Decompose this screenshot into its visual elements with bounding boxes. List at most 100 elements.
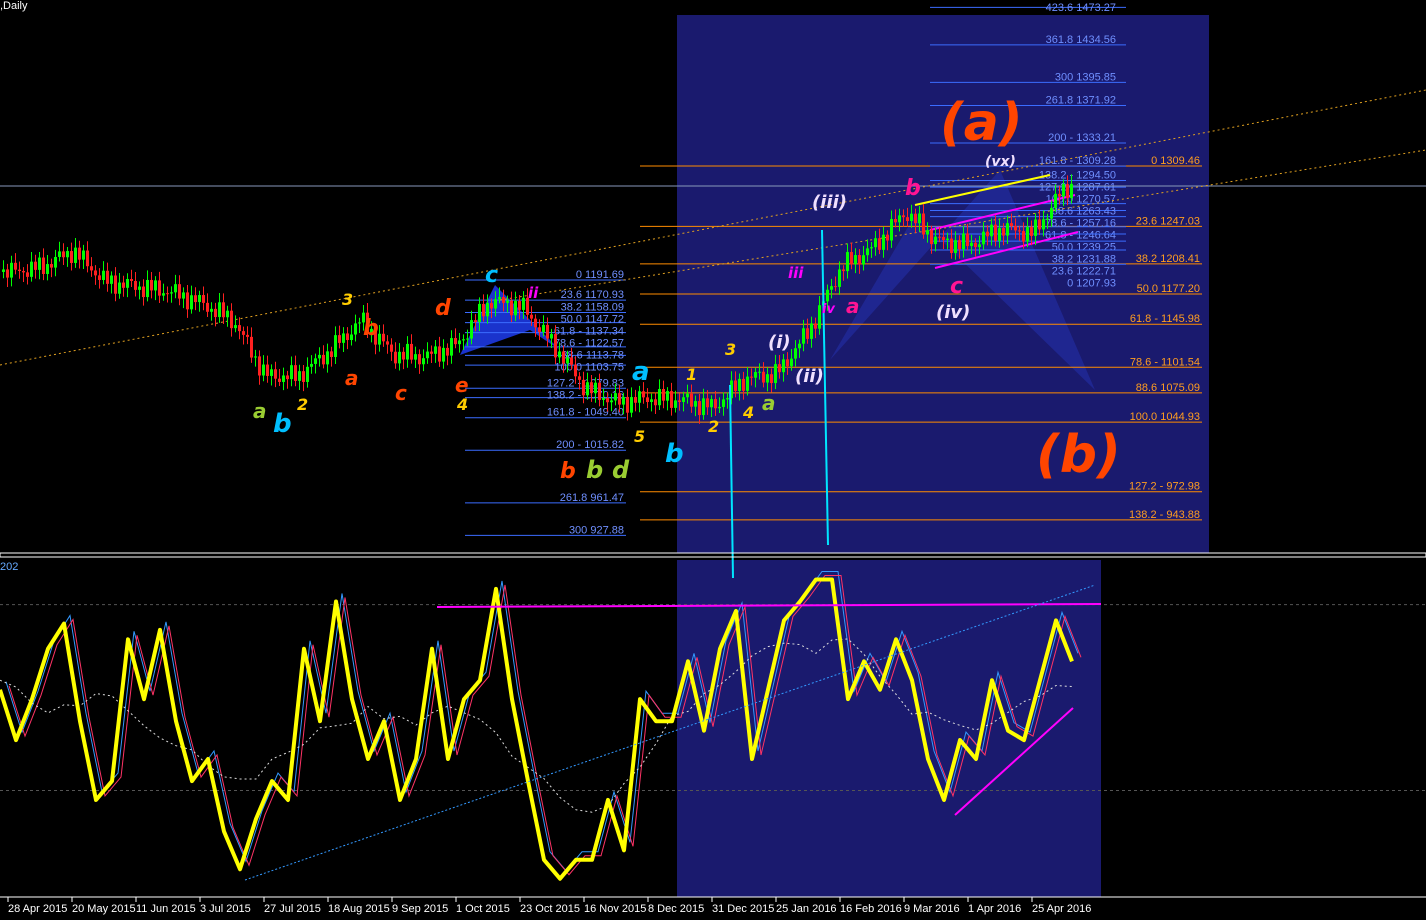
candle [418, 354, 421, 365]
candle [230, 310, 233, 329]
candle [986, 231, 989, 237]
candle [462, 339, 465, 341]
fib-right-label: 138.2 - 943.88 [1129, 509, 1200, 521]
candle [70, 251, 73, 263]
candle [550, 334, 553, 339]
candle [226, 310, 229, 318]
candle [126, 278, 129, 288]
candle [270, 369, 273, 376]
candle [518, 300, 521, 310]
candle [854, 255, 857, 265]
candle [530, 314, 533, 319]
candle [454, 338, 457, 345]
candle [1010, 223, 1013, 227]
candle [1006, 223, 1009, 236]
candle [886, 234, 889, 241]
candle [242, 331, 245, 335]
fib-inner-label: 23.6 1222.71 [1052, 265, 1116, 277]
candle [306, 366, 309, 382]
candle [786, 359, 789, 367]
fib-inner-label: 261.8 1371.92 [1046, 95, 1116, 107]
wave-label-iv: (iv) [936, 302, 970, 323]
fib-right-label: 0 1309.46 [1151, 155, 1200, 167]
candle [870, 247, 873, 249]
candle [362, 312, 365, 323]
candle [110, 275, 113, 284]
candle [966, 233, 969, 247]
candle [218, 302, 221, 318]
fib-left-label: 78.6 - 1122.57 [554, 338, 624, 350]
candle [374, 328, 377, 345]
candle [26, 272, 29, 277]
candle [778, 364, 781, 373]
candle [478, 303, 481, 323]
candle [46, 264, 49, 274]
osc-dotted-trend [244, 584, 1096, 881]
candle [102, 270, 105, 280]
candle [942, 236, 945, 240]
fib-right-label: 100.0 1044.93 [1130, 411, 1200, 423]
x-tick-label: 1 Oct 2015 [456, 903, 510, 915]
candle [806, 328, 809, 339]
candle [402, 351, 405, 360]
candle [638, 391, 641, 403]
candle [618, 393, 621, 405]
candle [414, 354, 417, 360]
candle [322, 354, 325, 365]
candle [346, 333, 349, 341]
candle [794, 348, 797, 359]
candle [234, 325, 237, 329]
candle [1062, 184, 1065, 197]
candle [726, 398, 729, 400]
candle [246, 334, 249, 337]
candle [654, 399, 657, 406]
candle [410, 343, 413, 360]
candle [678, 400, 681, 402]
candle [1054, 193, 1057, 208]
candle [906, 217, 909, 222]
candle [554, 334, 557, 358]
candle [1046, 218, 1049, 220]
candle [186, 292, 189, 310]
wave-label-ii: (ii) [795, 366, 824, 387]
candle [874, 238, 877, 248]
candle [534, 318, 537, 328]
candle [802, 328, 805, 344]
candle [222, 302, 225, 318]
candle [542, 324, 545, 333]
x-tick-label: 1 Apr 2016 [968, 903, 1021, 915]
indicator-title: 202 [0, 561, 19, 573]
wave-label-3-left: 3 [342, 290, 353, 309]
candle [34, 261, 37, 270]
candle [170, 292, 173, 294]
wave-label-a-orange: a [345, 366, 359, 390]
osc-support-line [954, 707, 1074, 816]
wave-label-b-big: (b) [1036, 425, 1121, 485]
candle [622, 396, 625, 405]
trendline-dotted [0, 89, 1426, 366]
arrow-2 [821, 229, 829, 546]
panel-separator[interactable] [0, 552, 1426, 558]
candle [570, 357, 573, 365]
candle [990, 224, 993, 237]
fib-left-label: 200 - 1015.82 [556, 439, 624, 451]
candle [910, 213, 913, 222]
candle [106, 270, 109, 284]
candle [238, 325, 241, 332]
candle [926, 230, 929, 235]
candle [662, 388, 665, 401]
candle [522, 297, 525, 310]
fib-left-label: 138.2 - 1070.16 [547, 389, 624, 401]
candle [1030, 226, 1033, 236]
candle [390, 344, 393, 352]
candle [310, 363, 313, 367]
fib-inner-label: 88.6 1263.43 [1052, 205, 1116, 217]
candle [6, 269, 9, 278]
candle [762, 371, 765, 383]
candle [422, 358, 425, 365]
candle [514, 300, 517, 316]
wave-label-a-green-left: a [253, 399, 267, 423]
wave-label-vx: (vx) [985, 154, 1016, 170]
fib-left-label: 300 927.88 [569, 524, 624, 536]
